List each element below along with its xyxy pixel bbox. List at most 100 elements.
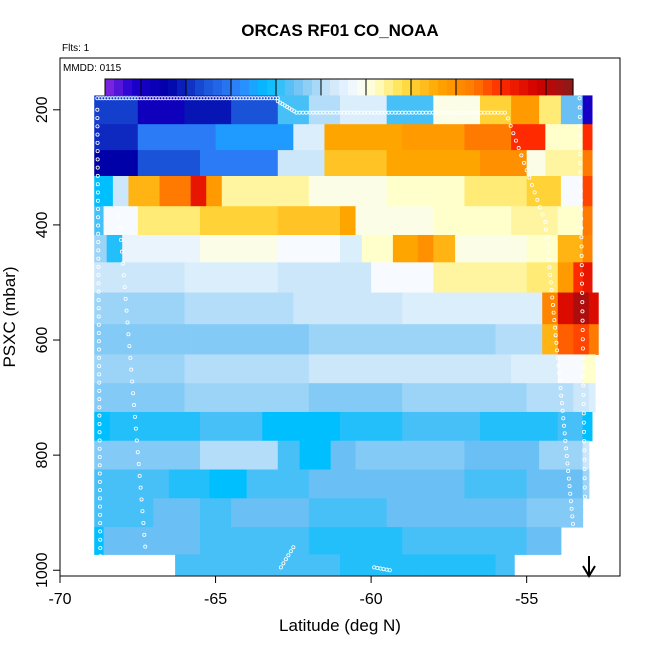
heatmap-cell <box>215 124 294 151</box>
track-point <box>117 214 122 219</box>
track-point <box>559 393 564 398</box>
track-point <box>95 198 100 203</box>
track-point <box>95 132 100 137</box>
track-point <box>562 423 567 428</box>
track-point <box>522 160 527 165</box>
y-axis: 200 400 600 800 1000 <box>34 96 61 588</box>
heatmap-cell <box>308 527 403 555</box>
track-point <box>95 140 100 145</box>
x-tick-label: -55 <box>515 591 538 608</box>
heatmap-cell <box>526 262 559 294</box>
heatmap-cell <box>417 554 497 576</box>
heatmap-cell <box>103 527 201 555</box>
track-point <box>582 448 587 453</box>
heatmap-cell <box>355 206 434 236</box>
heatmap-cell <box>582 440 590 471</box>
track-point <box>97 463 102 468</box>
heatmap-cell <box>371 262 434 294</box>
track-point <box>535 197 540 202</box>
track-point <box>118 237 123 242</box>
heatmap-cell <box>94 292 185 325</box>
heatmap-cell <box>386 498 465 528</box>
track-point <box>124 308 129 313</box>
heatmap-cell <box>200 440 279 471</box>
track-point <box>580 290 585 295</box>
heatmap-cell <box>94 150 139 177</box>
heatmap-cell <box>308 469 388 499</box>
track-point <box>97 364 102 369</box>
heatmap-cell <box>582 354 596 384</box>
track-point <box>563 438 568 443</box>
heatmap-cell <box>545 150 584 177</box>
track-point <box>554 340 559 345</box>
track-point <box>579 263 584 268</box>
track-point <box>581 355 586 360</box>
heatmap-cell <box>573 262 584 294</box>
heatmap-cell <box>200 411 263 442</box>
heatmap-cell <box>582 234 593 263</box>
end-arrow-head <box>582 565 596 578</box>
heatmap-cell <box>137 124 217 151</box>
y-axis-label: PSXC (mbar) <box>0 266 19 367</box>
x-tick-label: -60 <box>360 591 383 608</box>
track-point <box>579 244 584 249</box>
heatmap-cell <box>293 124 325 151</box>
heatmap-cell <box>340 95 388 125</box>
track-point <box>538 205 543 210</box>
heatmap-cell <box>262 554 341 576</box>
heatmap-cell <box>539 440 584 471</box>
heatmap-cell <box>526 469 584 499</box>
track-point <box>580 337 585 342</box>
track-point <box>96 248 101 253</box>
track-point <box>577 96 582 101</box>
x-tick-label: -70 <box>48 591 71 608</box>
heatmap-cell <box>433 95 481 125</box>
track-point <box>98 512 103 517</box>
heatmap-cell <box>308 95 341 125</box>
heatmap-cell <box>573 292 590 325</box>
heatmap-cell <box>103 206 139 236</box>
chart-title: ORCAS RF01 CO_NOAA <box>241 21 438 40</box>
heatmap-cell <box>542 292 559 325</box>
heatmap-cell <box>402 383 528 413</box>
heatmap-cell <box>262 411 341 442</box>
heatmap-cell <box>137 150 201 177</box>
track-point <box>288 549 293 554</box>
heatmap-cell <box>94 124 139 151</box>
track-point <box>559 401 564 406</box>
track-point <box>142 532 147 537</box>
track-point <box>577 114 582 119</box>
heatmap-cell <box>402 324 497 355</box>
heatmap-cell <box>361 234 394 263</box>
heatmap-cells <box>94 95 599 576</box>
heatmap-cell <box>526 150 546 177</box>
track-point <box>579 272 584 277</box>
track-point <box>95 124 100 129</box>
track-point <box>278 565 283 570</box>
track-point <box>544 235 549 240</box>
heatmap-cell <box>122 234 201 263</box>
heatmap-cell <box>231 498 310 528</box>
track-point <box>96 223 101 228</box>
track-point <box>572 536 577 541</box>
track-point <box>132 403 137 408</box>
track-point <box>581 402 586 407</box>
track-point <box>519 153 524 158</box>
track-point <box>96 264 101 269</box>
heatmap-cell <box>340 411 403 442</box>
heatmap-cell <box>277 440 301 471</box>
x-axis: -70 -65 -60 -55 <box>48 575 538 608</box>
track-point <box>583 541 588 546</box>
track-point <box>97 405 102 410</box>
heatmap-cell <box>308 324 403 355</box>
heatmap-cell <box>582 262 593 294</box>
heatmap-cell <box>106 234 123 263</box>
heatmap-cell <box>511 95 540 125</box>
track-point <box>96 215 101 220</box>
track-point <box>387 568 392 573</box>
track-point <box>573 544 578 549</box>
heatmap-cell <box>480 150 528 177</box>
track-point <box>540 212 545 217</box>
track-point <box>557 378 562 383</box>
